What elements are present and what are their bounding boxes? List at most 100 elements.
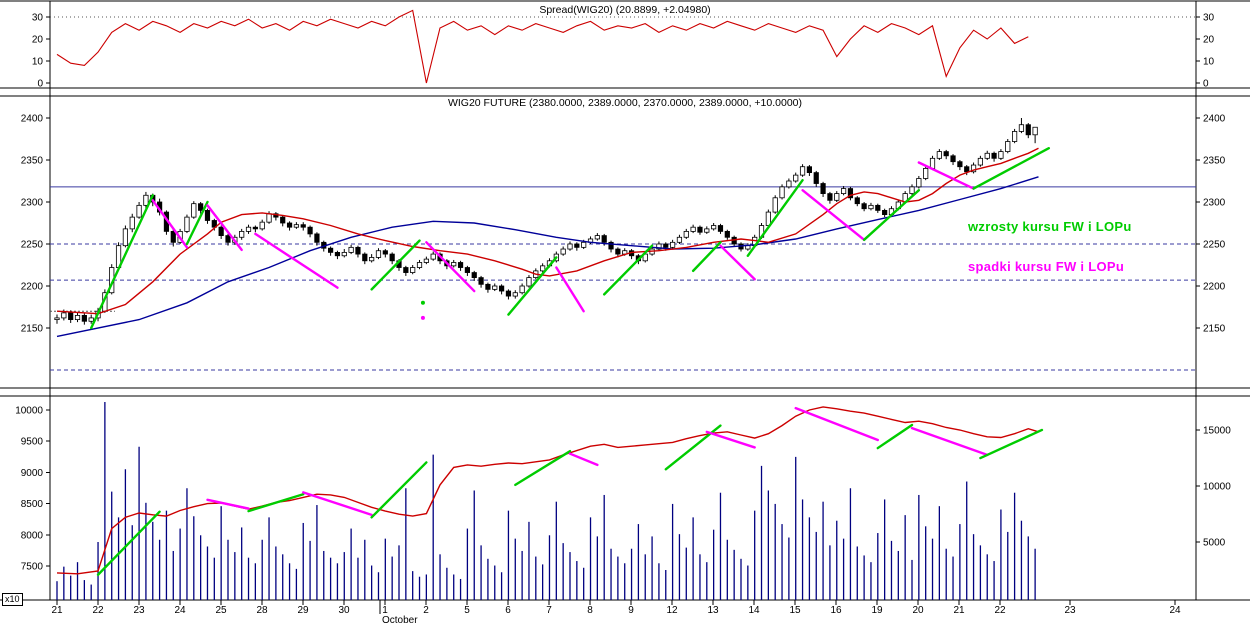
uptrend-line	[862, 189, 921, 242]
x-tick-label: 9	[628, 605, 634, 616]
x-tick-label: 2	[423, 605, 429, 616]
candle-body	[129, 216, 135, 230]
x-tick-label: 24	[174, 605, 186, 616]
candle-body	[581, 241, 587, 248]
candle-body	[806, 166, 813, 174]
candle-body	[88, 317, 94, 322]
uptrend-line	[603, 244, 654, 296]
candle-body	[984, 152, 990, 159]
candle-body	[341, 251, 347, 257]
candle-body	[615, 248, 621, 255]
candle-body	[772, 197, 778, 213]
x-tick-label: 15	[789, 605, 801, 616]
y-tick-label: 30	[32, 13, 44, 24]
candle-body	[204, 209, 211, 221]
x-tick-label: 6	[505, 605, 511, 616]
candle-body	[136, 204, 142, 218]
candle-body	[943, 151, 949, 157]
candle-body	[875, 204, 881, 211]
uptrend-line	[370, 461, 428, 519]
x-tick-label: 22	[994, 605, 1006, 616]
y-tick-label: 20	[1203, 35, 1215, 46]
candle-body	[916, 178, 922, 188]
candle-body	[1012, 131, 1018, 142]
downtrend-line	[705, 430, 756, 449]
month-label: October	[382, 615, 418, 626]
candle-body	[799, 166, 806, 176]
downtrend-line	[794, 406, 879, 442]
candle-body	[519, 285, 525, 294]
candle-body	[560, 248, 566, 255]
candle-body	[451, 262, 457, 267]
downtrend-line	[917, 161, 975, 190]
uptrend-line	[876, 423, 914, 450]
y-tick-label: 2300	[21, 198, 44, 209]
green-dot	[420, 300, 425, 305]
candle-body	[122, 228, 128, 247]
downtrend-line	[425, 241, 476, 293]
candle-body	[327, 247, 334, 253]
candle-body	[389, 253, 395, 262]
candle-body	[779, 186, 785, 199]
y-tick-label: 9000	[21, 468, 44, 479]
x-tick-label: 24	[1169, 605, 1181, 616]
candle-body	[61, 312, 67, 319]
candle-body	[245, 226, 252, 232]
downtrend-line	[719, 244, 756, 281]
candle-body	[827, 193, 833, 201]
candle-body	[793, 174, 799, 182]
y-tick-label: 10000	[1203, 482, 1231, 493]
candle-body	[293, 224, 300, 228]
y-tick-label: 10000	[15, 406, 43, 417]
candle-body	[854, 197, 860, 205]
x-tick-label: 23	[1064, 605, 1076, 616]
uptrend-line	[691, 241, 722, 273]
candle-body	[1032, 126, 1038, 136]
x-tick-label: 22	[92, 605, 104, 616]
slow-moving-average-line	[56, 176, 1039, 338]
candle-body	[717, 225, 724, 232]
candle-body	[266, 213, 272, 223]
candle-body	[423, 258, 429, 263]
candle-body	[567, 243, 573, 250]
candle-body	[970, 164, 977, 173]
candle-body	[786, 180, 792, 188]
candle-body	[574, 243, 580, 248]
candle-body	[991, 152, 997, 159]
downtrend-line	[151, 199, 189, 249]
candle-body	[492, 285, 498, 290]
candle-body	[505, 290, 512, 297]
y-tick-label: 2400	[1203, 114, 1226, 125]
candle-body	[430, 253, 436, 260]
downtrend-line	[206, 204, 243, 252]
candle-body	[929, 157, 936, 169]
uptrend-line	[972, 147, 1051, 190]
candle-body	[239, 230, 245, 238]
x-tick-label: 5	[464, 605, 470, 616]
volume-multiplier-label: x10	[2, 593, 23, 606]
candle-body	[334, 251, 341, 257]
candle-body	[711, 225, 717, 230]
candle-body	[861, 203, 867, 210]
x-tick-label: 16	[830, 605, 842, 616]
x-tick-label: 30	[338, 605, 350, 616]
y-tick-label: 0	[1203, 79, 1209, 90]
y-tick-label: 2350	[21, 156, 44, 167]
candle-body	[355, 246, 361, 255]
annotation-uptrends: wzrosty kursu FW i LOPu	[968, 219, 1132, 234]
candle-body	[170, 230, 176, 243]
candle-body	[847, 188, 854, 199]
candle-body	[184, 216, 190, 232]
x-tick-label: 28	[256, 605, 268, 616]
y-tick-label: 20	[32, 35, 44, 46]
candle-body	[594, 235, 600, 240]
candle-body	[909, 186, 915, 195]
candle-body	[314, 233, 320, 243]
candle-body	[936, 151, 942, 159]
candle-body	[656, 243, 662, 250]
candle-body	[601, 235, 607, 243]
downtrend-line	[568, 452, 599, 467]
y-tick-label: 2200	[1203, 282, 1226, 293]
y-tick-label: 2350	[1203, 156, 1226, 167]
